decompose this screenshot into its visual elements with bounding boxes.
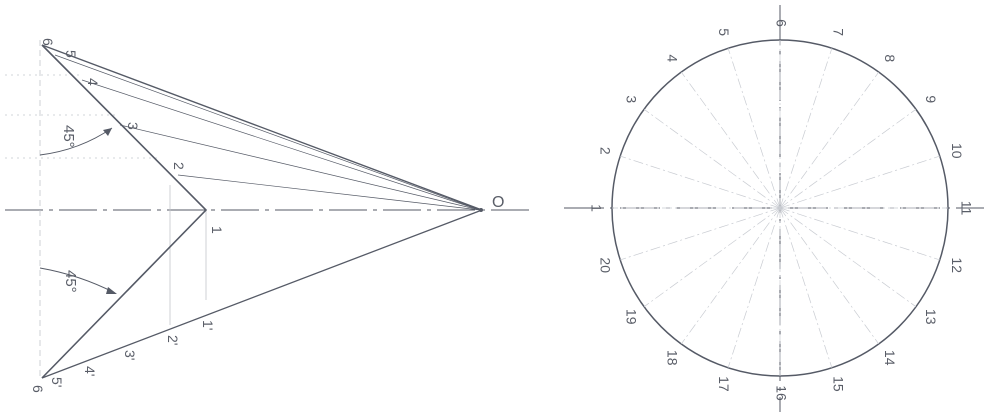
division-spoke (779, 71, 879, 209)
ray-2 (177, 174, 481, 211)
origin-point (479, 208, 483, 212)
division-spoke (779, 207, 833, 368)
lower-point-label: 6 (30, 385, 46, 393)
division-label: 18 (665, 350, 681, 366)
division-label: 8 (882, 54, 898, 62)
ray-4 (81, 79, 481, 211)
division-spoke (681, 207, 781, 345)
division-label: 13 (923, 309, 939, 325)
division-spoke (643, 207, 781, 307)
division-spoke (779, 207, 940, 261)
upper-point-label: 3 (125, 122, 141, 130)
division-label: 15 (830, 376, 846, 392)
division-label: 19 (624, 309, 640, 325)
division-spoke (779, 48, 833, 209)
division-spoke (779, 109, 917, 209)
upper-generator-line (41, 44, 483, 211)
upper-point-label: 5 (63, 50, 79, 58)
division-label: 14 (882, 350, 898, 366)
division-spoke (620, 155, 781, 209)
division-label: 20 (597, 257, 613, 273)
division-spoke (620, 207, 781, 261)
division-label: 5 (716, 28, 732, 36)
division-label: 3 (624, 95, 640, 103)
division-spoke (779, 155, 940, 209)
division-spokes (612, 40, 948, 376)
upper-rays (54, 54, 481, 211)
division-label: 6 (773, 19, 789, 27)
division-spoke (727, 207, 781, 368)
division-label: 17 (716, 376, 732, 392)
division-label: 11 (958, 201, 974, 216)
division-label: 10 (949, 143, 965, 159)
division-spoke (779, 207, 917, 307)
division-label: 9 (923, 95, 939, 103)
division-label: 2 (597, 147, 613, 155)
lower-point-label: 4' (82, 366, 98, 376)
lower-point-label: 5' (49, 377, 65, 387)
cone-development-figure: O 1 2 3 4 5 6 1' 2' 3' 4' 5' 6 45° 45° (5, 38, 530, 393)
division-spoke (727, 48, 781, 209)
cone-profile-outline (41, 44, 208, 379)
division-spoke (681, 71, 781, 209)
upper-angle-arrowhead (103, 128, 112, 136)
lower-point-label: 1' (200, 320, 216, 330)
lower-point-label: 2' (165, 335, 181, 345)
division-label: 4 (665, 54, 681, 62)
division-label: 7 (830, 28, 846, 36)
ray-5 (54, 54, 481, 211)
division-label: 12 (949, 257, 965, 273)
lower-angle-label: 45° (62, 270, 79, 293)
lower-generator-line (41, 209, 483, 379)
upper-point-label: 1 (209, 226, 225, 234)
division-spoke (643, 109, 781, 209)
division-spoke (779, 207, 879, 345)
division-label: 16 (773, 385, 789, 401)
lower-angle-arrowhead (106, 287, 117, 294)
ray-3 (119, 124, 481, 211)
origin-label: O (492, 194, 504, 211)
lower-point-label: 3' (122, 350, 138, 360)
upper-angle-label: 45° (60, 125, 77, 148)
upper-point-label: 4 (85, 78, 101, 86)
division-label: 1 (588, 204, 604, 212)
upper-point-label: 6 (40, 38, 56, 46)
upper-point-label: 2 (171, 162, 187, 170)
